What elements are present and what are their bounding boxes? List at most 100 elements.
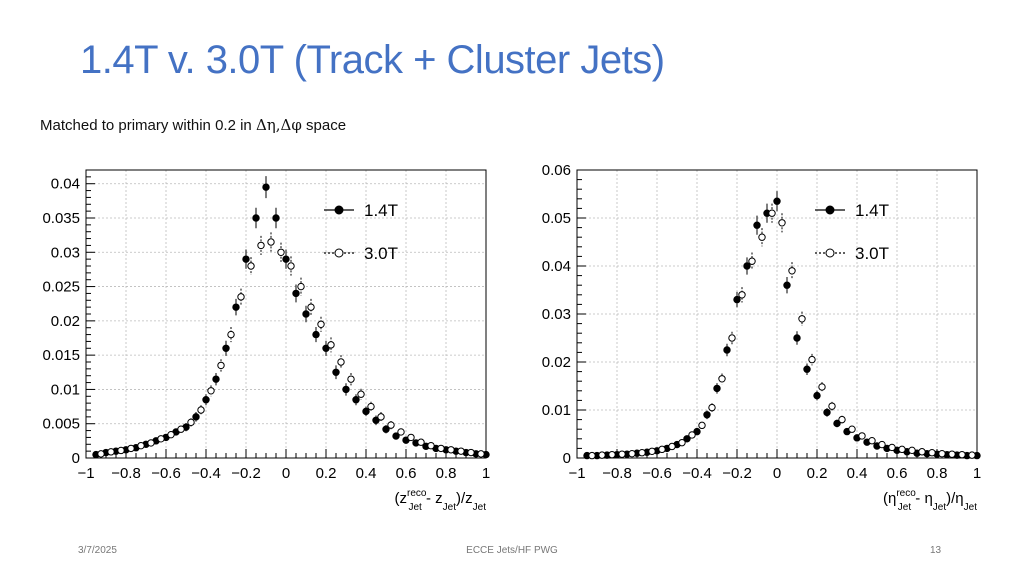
data-point-1.4T [813, 391, 821, 400]
footer-center: ECCE Jets/HF PWG [466, 545, 558, 556]
data-point-3.0T [638, 449, 646, 457]
data-point-3.0T [838, 415, 846, 424]
data-point-3.0T [197, 406, 205, 414]
y-tick-label: 0.03 [542, 306, 571, 323]
data-point-3.0T [397, 428, 405, 436]
x-tick-label: 1 [482, 465, 490, 482]
data-point-3.0T [357, 390, 365, 398]
data-point-3.0T [207, 387, 215, 395]
legend-label-1.4T: 1.4T [364, 201, 398, 220]
x-tick-label: −0.4 [191, 465, 221, 482]
data-point-3.0T [968, 451, 976, 459]
subtitle-suffix: space [301, 117, 347, 134]
slide-title: 1.4T v. 3.0T (Track + Cluster Jets) [80, 38, 665, 82]
y-tick-label: 0 [72, 450, 80, 467]
data-point-1.4T [192, 413, 200, 421]
data-point-1.4T [302, 310, 310, 318]
legend-label-3.0T: 3.0T [364, 244, 398, 263]
data-point-3.0T [828, 402, 836, 410]
data-point-3.0T [778, 219, 786, 227]
series-3-0T-points [588, 203, 976, 460]
data-point-1.4T [392, 432, 400, 440]
footer-date: 3/7/2025 [78, 545, 117, 556]
data-point-1.4T [683, 435, 691, 443]
data-point-1.4T [703, 411, 711, 419]
data-point-3.0T [107, 448, 115, 456]
data-point-3.0T [738, 291, 746, 299]
data-point-3.0T [588, 451, 596, 460]
data-point-1.4T [783, 281, 791, 289]
data-point-1.4T [833, 419, 841, 428]
data-point-1.4T [753, 221, 761, 229]
data-point-3.0T [477, 450, 485, 458]
data-point-3.0T [437, 444, 445, 453]
x-tick-label: −0.2 [722, 465, 752, 482]
data-point-1.4T [693, 427, 701, 436]
data-point-3.0T [848, 425, 856, 433]
x-tick-label: 0.8 [927, 465, 948, 482]
data-point-3.0T [407, 433, 415, 442]
data-point-3.0T [718, 375, 726, 383]
x-tick-label: −1 [77, 465, 94, 482]
x-tick-label: 0 [773, 465, 781, 482]
y-tick-label: 0.04 [51, 176, 80, 193]
x-tick-label: −0.8 [602, 465, 632, 482]
data-point-1.4T [242, 255, 250, 263]
data-point-3.0T [297, 282, 305, 291]
data-point-3.0T [798, 315, 806, 323]
series-1-4T-points [92, 176, 490, 459]
data-point-3.0T [758, 233, 766, 241]
data-point-1.4T [352, 396, 360, 404]
subtitle-symbol: Δη,Δφ [255, 116, 302, 134]
data-point-3.0T [878, 440, 886, 449]
data-point-3.0T [127, 444, 135, 453]
data-point-3.0T [467, 448, 475, 457]
x-tick-label: 0.4 [847, 465, 868, 482]
data-point-3.0T [257, 241, 265, 250]
y-tick-label: 0.01 [542, 402, 571, 419]
x-axis-label: (ηreco Jet - ηJet)/ηJet [883, 488, 977, 513]
data-point-1.4T [282, 255, 290, 263]
data-point-1.4T [292, 289, 300, 298]
data-point-1.4T [252, 214, 260, 222]
data-point-3.0T [237, 293, 245, 301]
data-point-1.4T [322, 344, 330, 352]
data-point-3.0T [307, 303, 315, 311]
data-point-3.0T [177, 425, 185, 433]
data-point-3.0T [337, 358, 345, 366]
x-tick-label: 0.2 [316, 465, 337, 482]
legend-marker-3.0T [825, 248, 835, 258]
eta-resolution-chart: −1 −0.8 −0.6 −0.4 −0.2 0 0.2 0.4 0.6 0.8 1 0 0.01 0.0… [542, 162, 981, 513]
data-point-3.0T [898, 445, 906, 454]
legend-label-3.0T: 3.0T [855, 244, 889, 263]
data-point-3.0T [818, 383, 826, 391]
y-tick-label: 0.06 [542, 162, 571, 179]
series-3-0T-points [97, 232, 485, 458]
data-point-3.0T [217, 361, 225, 370]
data-point-3.0T [918, 448, 926, 456]
data-point-3.0T [457, 447, 465, 455]
x-tick-label: 1 [973, 465, 981, 482]
data-point-3.0T [958, 450, 966, 459]
x-tick-label: −0.6 [151, 465, 181, 482]
data-point-3.0T [648, 447, 656, 455]
data-point-1.4T [362, 407, 370, 416]
x-tick-label: 0.6 [887, 465, 908, 482]
y-tick-label: 0.005 [42, 416, 80, 433]
legend-marker-3.0T [334, 248, 344, 258]
data-point-1.4T [823, 408, 831, 417]
data-point-3.0T [277, 248, 285, 256]
data-point-3.0T [267, 238, 275, 246]
data-point-3.0T [137, 441, 145, 450]
y-tick-label: 0.015 [42, 347, 80, 364]
y-tick-label: 0.035 [42, 210, 80, 227]
data-point-3.0T [728, 334, 736, 342]
data-point-3.0T [367, 402, 375, 411]
x-tick-label: −0.4 [682, 465, 712, 482]
legend-marker-1.4T [825, 205, 835, 215]
x-tick-label: 0.6 [396, 465, 417, 482]
data-point-1.4T [232, 303, 240, 311]
data-point-3.0T [628, 449, 636, 458]
data-point-3.0T [868, 437, 876, 445]
data-point-3.0T [928, 449, 936, 457]
